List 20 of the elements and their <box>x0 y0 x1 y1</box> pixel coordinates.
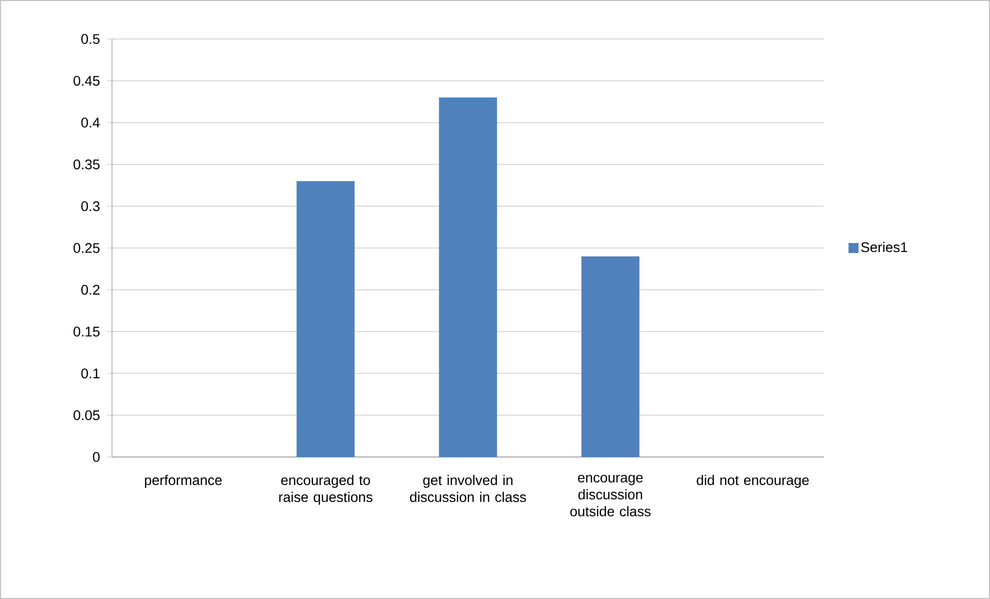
x-tick-label: encouraged to raise questions <box>279 474 372 505</box>
y-tick-label: 0.4 <box>81 118 100 128</box>
legend-label: Series1 <box>861 242 908 252</box>
bar <box>439 98 498 457</box>
y-tick-label: 0.05 <box>74 410 100 420</box>
x-tick-label: did not encourage <box>696 474 809 488</box>
y-tick-label: 0.25 <box>74 243 100 253</box>
y-tick-label: 0.35 <box>74 159 100 170</box>
x-tick-label: get involved in discussion in class <box>410 474 526 502</box>
y-tick-label: 0.45 <box>74 76 100 86</box>
y-tick-label: 0.5 <box>81 34 100 44</box>
x-tick-label: encourage discussion outside class <box>570 474 651 516</box>
bar <box>581 256 640 457</box>
y-tick-label: 0.1 <box>81 368 100 378</box>
y-tick-label: 0.15 <box>74 326 100 337</box>
x-tick-label: performance <box>144 474 222 488</box>
y-tick-label: 0.2 <box>81 284 100 295</box>
y-tick-label: 0 <box>92 452 100 462</box>
bar <box>296 181 355 457</box>
y-tick-label: 0.3 <box>81 201 100 212</box>
